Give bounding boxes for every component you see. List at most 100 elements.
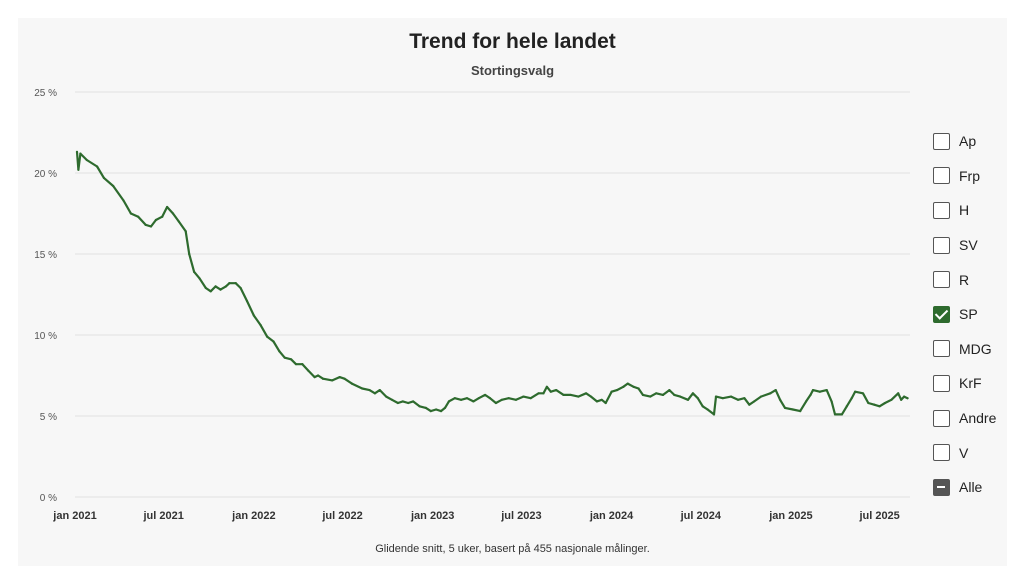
- data-point: [774, 388, 777, 392]
- legend-checkbox[interactable]: [933, 305, 950, 323]
- legend-checkbox[interactable]: [933, 236, 950, 254]
- data-point: [396, 401, 400, 405]
- data-point: [412, 400, 415, 403]
- data-point: [321, 377, 325, 380]
- data-point: [137, 215, 140, 218]
- chart-footnote: Glidende snitt, 5 uker, basert på 455 na…: [375, 543, 650, 555]
- data-point: [595, 400, 598, 403]
- legend-label: KrF: [959, 375, 982, 392]
- y-tick-label: 10 %: [34, 331, 57, 342]
- data-point: [791, 408, 794, 411]
- legend-checkbox[interactable]: [933, 340, 950, 358]
- x-tick-label: jul 2024: [680, 510, 722, 522]
- chart-plot-area: 0 % 5 % 10 % 15 % 20 % 25 % jan 2021 jul 2021 ja…: [34, 88, 910, 522]
- legend-checkbox[interactable]: [933, 167, 950, 185]
- legend-label: SV: [959, 237, 978, 254]
- x-tick-label: jul 2021: [143, 510, 184, 522]
- data-point: [721, 397, 724, 400]
- data-point: [610, 390, 613, 393]
- legend-item-andre[interactable]: Andre: [933, 401, 1007, 436]
- data-point: [154, 218, 157, 222]
- data-point: [668, 388, 671, 392]
- data-point: [378, 388, 381, 392]
- data-point: [542, 392, 545, 395]
- data-point: [622, 385, 625, 388]
- data-point: [385, 395, 388, 398]
- legend-checkbox[interactable]: [933, 409, 950, 427]
- data-point: [809, 393, 812, 397]
- x-tick-label: jan 2021: [52, 510, 96, 522]
- x-tick-label: jan 2024: [589, 510, 634, 522]
- data-point: [77, 168, 80, 171]
- legend-item-alle[interactable]: Alle: [933, 470, 1007, 505]
- data-point: [443, 406, 447, 409]
- data-point: [589, 395, 593, 398]
- data-point: [192, 270, 196, 273]
- legend-item-mdg[interactable]: MDG: [933, 332, 1007, 367]
- data-point: [204, 286, 207, 290]
- data-point: [743, 397, 746, 400]
- data-point: [562, 393, 565, 397]
- data-point: [228, 282, 231, 285]
- data-point: [294, 363, 298, 366]
- data-point: [418, 405, 421, 408]
- data-point: [214, 285, 217, 288]
- data-point: [79, 152, 82, 155]
- data-point: [234, 282, 237, 285]
- data-point: [316, 374, 320, 377]
- data-point: [696, 397, 699, 400]
- data-point: [679, 395, 682, 398]
- data-point: [472, 400, 475, 403]
- legend-checkbox[interactable]: [933, 444, 950, 462]
- legend-label: Andre: [959, 410, 997, 427]
- legend-checkbox[interactable]: [933, 374, 950, 392]
- data-point: [407, 401, 410, 405]
- data-point: [488, 397, 492, 400]
- data-point: [224, 285, 228, 288]
- data-point: [805, 400, 808, 403]
- legend-item-frp[interactable]: Frp: [933, 159, 1007, 194]
- data-point: [439, 410, 443, 413]
- legend-item-sv[interactable]: SV: [933, 228, 1007, 263]
- data-point: [373, 392, 376, 395]
- data-point: [460, 398, 463, 401]
- y-tick-label: 15 %: [34, 250, 57, 261]
- data-point: [825, 388, 828, 392]
- data-point: [494, 401, 498, 405]
- legend-item-ap[interactable]: Ap: [933, 124, 1007, 159]
- data-point: [390, 398, 394, 401]
- data-point: [748, 403, 751, 406]
- data-point: [577, 395, 580, 398]
- data-point: [900, 398, 903, 401]
- data-point: [555, 388, 558, 392]
- data-point: [484, 393, 487, 397]
- legend-item-sp[interactable]: SP: [933, 297, 1007, 332]
- data-point: [272, 340, 275, 343]
- legend-checkbox[interactable]: [933, 478, 950, 496]
- data-point: [252, 314, 255, 317]
- legend-item-v[interactable]: V: [933, 435, 1007, 470]
- legend-item-krf[interactable]: KrF: [933, 366, 1007, 401]
- data-point: [529, 397, 532, 400]
- data-point: [477, 397, 480, 400]
- legend-checkbox[interactable]: [933, 132, 950, 150]
- data-point: [783, 406, 787, 409]
- legend-item-h[interactable]: H: [933, 193, 1007, 228]
- data-point: [447, 400, 450, 403]
- data-point: [850, 397, 853, 400]
- data-point: [338, 376, 341, 379]
- data-point: [701, 405, 704, 408]
- data-point: [75, 150, 79, 154]
- data-point: [95, 165, 99, 168]
- data-point: [655, 392, 658, 395]
- data-point: [500, 398, 503, 401]
- legend-item-r[interactable]: R: [933, 262, 1007, 297]
- data-point: [245, 299, 249, 303]
- legend-checkbox[interactable]: [933, 271, 950, 289]
- legend-label: MDG: [959, 340, 992, 357]
- legend-checkbox[interactable]: [933, 201, 950, 219]
- data-point: [626, 382, 629, 385]
- data-point: [854, 390, 857, 393]
- data-point: [144, 223, 147, 226]
- data-point: [122, 199, 125, 202]
